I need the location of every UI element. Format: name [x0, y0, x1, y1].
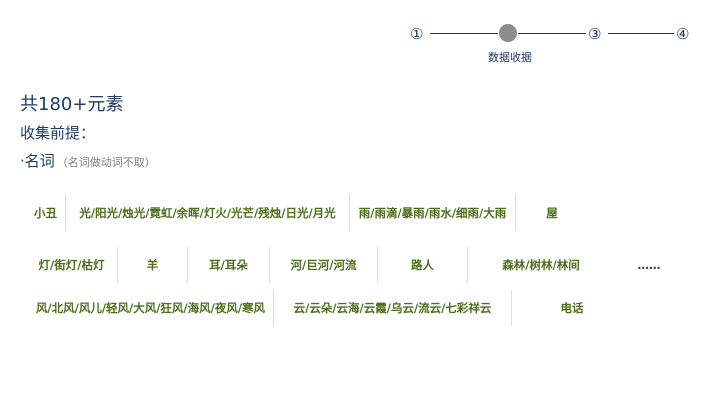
element-row: 灯/街灯/枯灯 羊 耳/耳朵 河/巨河/河流 路人 森林/树林/林间 ……	[26, 247, 684, 283]
element-row: 风/北风/风儿/轻风/大风/狂风/海风/夜风/寒风 云/云朵/云海/云霞/乌云/…	[28, 290, 632, 326]
page-title: 共180+元素	[20, 94, 124, 115]
element-cell: 羊	[118, 247, 188, 283]
progress-stepper: ① ③ ④ 数据收据	[408, 22, 698, 67]
element-cell: 光/阳光/烛光/霓虹/余晖/灯火/光芒/残烛/日光/月光	[66, 195, 350, 231]
element-cell: 风/北风/风儿/轻风/大风/狂风/海风/夜风/寒风	[28, 290, 274, 326]
element-cell: 雨/雨滴/暴雨/雨水/细雨/大雨	[350, 195, 516, 231]
element-cell: 屋	[546, 206, 558, 220]
element-cell: 路人	[378, 247, 468, 283]
step-3-marker: ③	[588, 25, 602, 43]
step-connector	[608, 33, 674, 34]
element-cell: 电话	[560, 301, 584, 315]
more-ellipsis: ……	[637, 258, 661, 272]
section-subtitle: 收集前提：	[20, 124, 96, 142]
element-cell: 森林/树林/林间	[502, 258, 580, 272]
noun-note: （名词做动词不取）	[56, 156, 156, 169]
element-cell: 云/云朵/云海/云霞/乌云/流云/七彩祥云	[274, 290, 512, 326]
step-1-marker: ①	[410, 25, 424, 43]
step-connector	[518, 33, 586, 34]
step-connector	[430, 33, 498, 34]
current-step-label: 数据收据	[488, 51, 532, 64]
element-cell: 小丑	[26, 195, 66, 231]
step-2-current-dot	[499, 24, 517, 42]
step-4-marker: ④	[676, 25, 690, 43]
element-cell: 灯/街灯/枯灯	[26, 247, 118, 283]
element-cell: 耳/耳朵	[188, 247, 270, 283]
noun-criteria: ·名词 （名词做动词不取）	[20, 150, 156, 171]
element-cell: 河/巨河/河流	[270, 247, 378, 283]
noun-label: ·名词	[20, 152, 55, 170]
element-row: 小丑 光/阳光/烛光/霓虹/余晖/灯火/光芒/残烛/日光/月光 雨/雨滴/暴雨/…	[26, 195, 588, 231]
